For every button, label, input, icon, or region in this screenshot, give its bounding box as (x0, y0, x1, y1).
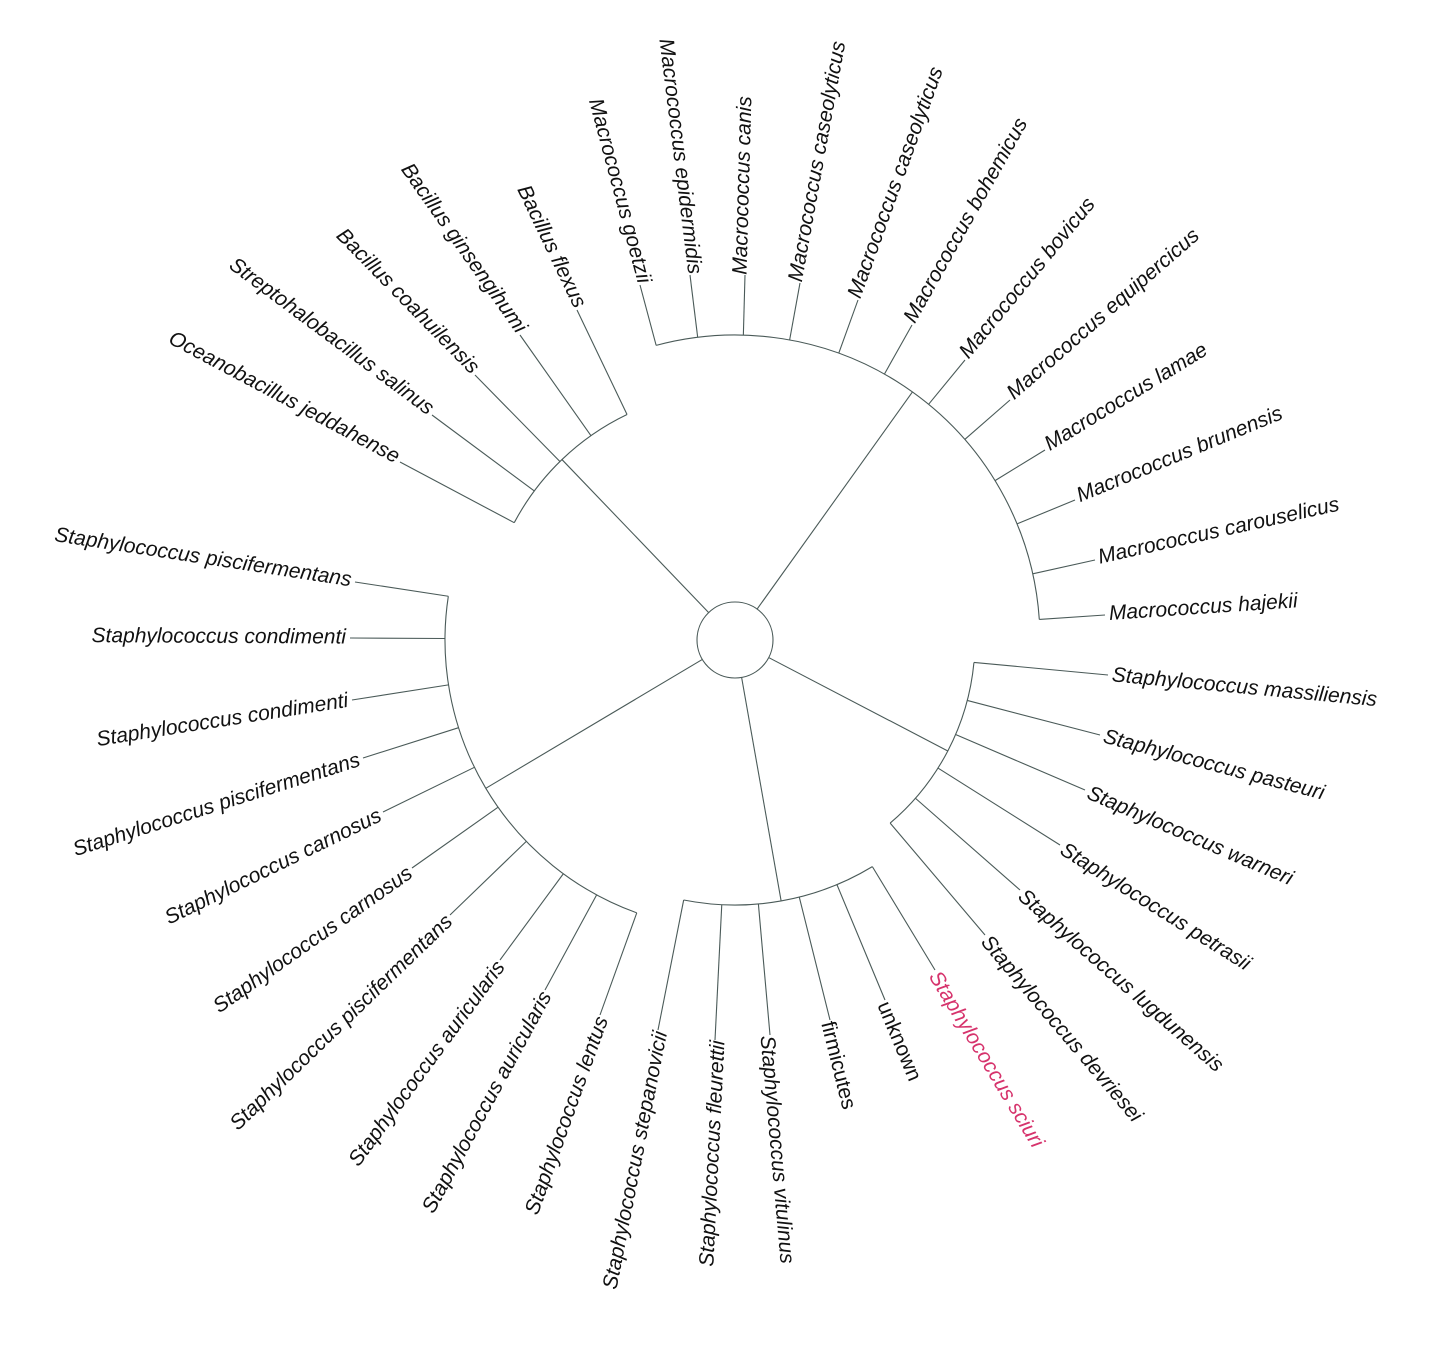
branch (354, 581, 449, 597)
leaf-label: firmicutes (816, 1019, 860, 1112)
branch (973, 661, 1109, 676)
branch (915, 797, 1021, 891)
branch (639, 284, 657, 346)
branch (544, 894, 598, 991)
stem (561, 459, 710, 613)
leaf-label: Macrococcus epidermidis (654, 37, 706, 275)
leaf-label: Macrococcus goetzii (584, 96, 656, 287)
branch (449, 840, 527, 916)
leaf-label: Staphylococcus vitulinus (756, 1035, 799, 1265)
stem (768, 657, 949, 752)
clade-arc (656, 334, 1040, 620)
branch (928, 359, 966, 405)
branch (689, 274, 699, 338)
branch (1039, 614, 1106, 620)
branch (714, 904, 723, 1041)
branch (871, 866, 936, 971)
branch (351, 684, 449, 701)
clade-arc (444, 596, 637, 914)
leaf-label: Staphylococcus fleurettii (695, 1038, 729, 1267)
branch (937, 767, 1061, 846)
branch (362, 727, 459, 759)
branch (955, 734, 1086, 791)
branch (789, 282, 801, 341)
branch (474, 374, 561, 462)
leaf-label: unknown (872, 998, 926, 1084)
branch (798, 896, 831, 1021)
branch (838, 299, 859, 354)
root-ring (696, 601, 774, 679)
leaf-label: Bacillus flexus (513, 181, 591, 311)
branch (519, 334, 592, 436)
leaf-label: Macrococcus canis (729, 95, 757, 275)
leaf-label: Macrococcus hajekii (1108, 589, 1300, 625)
stem (485, 658, 703, 789)
leaf-label: Staphylococcus massiliensis (1111, 663, 1379, 711)
branch (382, 766, 475, 813)
leaf-label: Staphylococcus condimenti (95, 689, 351, 751)
leaf-label: Staphylococcus lugdunensis (1014, 885, 1229, 1077)
leaf-label: Macrococcus caseolyticus (784, 39, 850, 284)
branch (964, 399, 1011, 440)
branch (742, 274, 746, 336)
leaf-label: Staphylococcus lentus (521, 1013, 614, 1218)
branch (836, 884, 886, 1001)
branch (967, 699, 1101, 736)
branch (883, 324, 913, 375)
leaf-label: Staphylococcus piscifermentans (225, 910, 457, 1135)
branch (757, 903, 771, 1036)
leaf-label: Staphylococcus pasteuri (1101, 725, 1328, 805)
leaf-label: Staphylococcus stepanovicii (599, 1028, 673, 1291)
branch (994, 449, 1046, 482)
branch (431, 414, 535, 492)
stem (756, 391, 913, 610)
branch (576, 309, 628, 415)
branch (411, 806, 499, 869)
branch (1032, 559, 1096, 575)
branch (657, 899, 685, 1031)
leaf-label: Staphylococcus condimenti (91, 624, 347, 648)
stem (741, 677, 782, 902)
leaf-label: Macrococcus carouselicus (1096, 493, 1342, 569)
branch (1016, 499, 1076, 525)
branch (599, 912, 638, 1016)
branch (889, 822, 986, 936)
branch (399, 461, 515, 524)
branch (499, 873, 564, 961)
leaf-label: Staphylococcus piscifermentans (53, 523, 354, 591)
